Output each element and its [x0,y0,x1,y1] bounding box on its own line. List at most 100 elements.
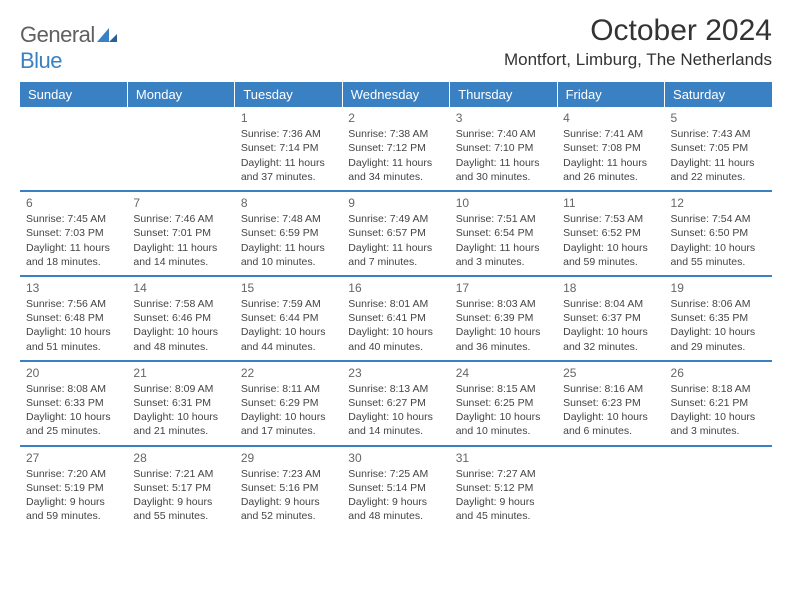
logo-sail-icon [97,22,117,48]
sunrise-line: Sunrise: 8:04 AM [563,297,658,311]
sunset-line: Sunset: 5:14 PM [348,481,443,495]
sunset-line: Sunset: 5:12 PM [456,481,551,495]
daylight-line: Daylight: 11 hours and 34 minutes. [348,156,443,184]
daylight-line: Daylight: 10 hours and 55 minutes. [671,241,766,269]
calendar-cell [20,107,127,191]
daylight-line: Daylight: 10 hours and 10 minutes. [456,410,551,438]
daylight-line: Daylight: 11 hours and 37 minutes. [241,156,336,184]
sunset-line: Sunset: 7:14 PM [241,141,336,155]
calendar-cell: 4Sunrise: 7:41 AMSunset: 7:08 PMDaylight… [557,107,664,191]
calendar-cell [557,446,664,530]
day-header: Friday [557,82,664,107]
calendar-cell: 14Sunrise: 7:58 AMSunset: 6:46 PMDayligh… [127,276,234,361]
day-number: 10 [456,195,551,211]
daylight-line: Daylight: 10 hours and 14 minutes. [348,410,443,438]
day-number: 12 [671,195,766,211]
logo-text: GeneralBlue [20,22,117,74]
day-number: 11 [563,195,658,211]
daylight-line: Daylight: 10 hours and 59 minutes. [563,241,658,269]
calendar-cell: 9Sunrise: 7:49 AMSunset: 6:57 PMDaylight… [342,191,449,276]
day-number: 16 [348,280,443,296]
sunrise-line: Sunrise: 8:11 AM [241,382,336,396]
calendar-table: SundayMondayTuesdayWednesdayThursdayFrid… [20,82,772,530]
calendar-cell: 19Sunrise: 8:06 AMSunset: 6:35 PMDayligh… [665,276,772,361]
header-row: GeneralBlue October 2024 Montfort, Limbu… [20,14,772,74]
daylight-line: Daylight: 10 hours and 48 minutes. [133,325,228,353]
sunset-line: Sunset: 7:01 PM [133,226,228,240]
daylight-line: Daylight: 9 hours and 55 minutes. [133,495,228,523]
sunrise-line: Sunrise: 7:59 AM [241,297,336,311]
calendar-cell: 1Sunrise: 7:36 AMSunset: 7:14 PMDaylight… [235,107,342,191]
sunrise-line: Sunrise: 7:23 AM [241,467,336,481]
calendar-cell [127,107,234,191]
sunset-line: Sunset: 6:25 PM [456,396,551,410]
calendar-header: SundayMondayTuesdayWednesdayThursdayFrid… [20,82,772,107]
daylight-line: Daylight: 11 hours and 18 minutes. [26,241,121,269]
sunrise-line: Sunrise: 8:18 AM [671,382,766,396]
sunrise-line: Sunrise: 8:01 AM [348,297,443,311]
day-number: 19 [671,280,766,296]
day-number: 31 [456,450,551,466]
sunset-line: Sunset: 6:46 PM [133,311,228,325]
sunset-line: Sunset: 6:52 PM [563,226,658,240]
calendar-cell: 15Sunrise: 7:59 AMSunset: 6:44 PMDayligh… [235,276,342,361]
calendar-cell: 28Sunrise: 7:21 AMSunset: 5:17 PMDayligh… [127,446,234,530]
sunset-line: Sunset: 7:05 PM [671,141,766,155]
sunrise-line: Sunrise: 7:45 AM [26,212,121,226]
month-title: October 2024 [504,14,772,48]
sunrise-line: Sunrise: 8:06 AM [671,297,766,311]
calendar-cell: 29Sunrise: 7:23 AMSunset: 5:16 PMDayligh… [235,446,342,530]
day-number: 3 [456,110,551,126]
sunrise-line: Sunrise: 7:53 AM [563,212,658,226]
sunset-line: Sunset: 7:03 PM [26,226,121,240]
day-number: 7 [133,195,228,211]
daylight-line: Daylight: 10 hours and 44 minutes. [241,325,336,353]
daylight-line: Daylight: 9 hours and 45 minutes. [456,495,551,523]
day-number: 5 [671,110,766,126]
sunset-line: Sunset: 7:08 PM [563,141,658,155]
daylight-line: Daylight: 9 hours and 59 minutes. [26,495,121,523]
daylight-line: Daylight: 10 hours and 51 minutes. [26,325,121,353]
calendar-cell: 27Sunrise: 7:20 AMSunset: 5:19 PMDayligh… [20,446,127,530]
day-header: Thursday [450,82,557,107]
daylight-line: Daylight: 11 hours and 26 minutes. [563,156,658,184]
calendar-cell: 22Sunrise: 8:11 AMSunset: 6:29 PMDayligh… [235,361,342,446]
calendar-cell: 26Sunrise: 8:18 AMSunset: 6:21 PMDayligh… [665,361,772,446]
sunrise-line: Sunrise: 8:15 AM [456,382,551,396]
daylight-line: Daylight: 11 hours and 30 minutes. [456,156,551,184]
daylight-line: Daylight: 10 hours and 3 minutes. [671,410,766,438]
sunset-line: Sunset: 6:44 PM [241,311,336,325]
logo-word-1: General [20,22,95,47]
sunrise-line: Sunrise: 7:21 AM [133,467,228,481]
calendar-cell: 24Sunrise: 8:15 AMSunset: 6:25 PMDayligh… [450,361,557,446]
day-number: 15 [241,280,336,296]
day-number: 25 [563,365,658,381]
sunset-line: Sunset: 6:59 PM [241,226,336,240]
day-number: 8 [241,195,336,211]
sunset-line: Sunset: 6:29 PM [241,396,336,410]
day-number: 6 [26,195,121,211]
day-number: 29 [241,450,336,466]
sunset-line: Sunset: 6:37 PM [563,311,658,325]
sunrise-line: Sunrise: 7:36 AM [241,127,336,141]
calendar-cell: 13Sunrise: 7:56 AMSunset: 6:48 PMDayligh… [20,276,127,361]
location: Montfort, Limburg, The Netherlands [504,50,772,70]
sunrise-line: Sunrise: 7:38 AM [348,127,443,141]
sunrise-line: Sunrise: 8:03 AM [456,297,551,311]
daylight-line: Daylight: 10 hours and 29 minutes. [671,325,766,353]
sunset-line: Sunset: 5:19 PM [26,481,121,495]
sunset-line: Sunset: 6:23 PM [563,396,658,410]
day-number: 1 [241,110,336,126]
sunset-line: Sunset: 6:48 PM [26,311,121,325]
calendar-cell: 25Sunrise: 8:16 AMSunset: 6:23 PMDayligh… [557,361,664,446]
day-number: 30 [348,450,443,466]
calendar-cell [665,446,772,530]
calendar-cell: 31Sunrise: 7:27 AMSunset: 5:12 PMDayligh… [450,446,557,530]
sunrise-line: Sunrise: 7:25 AM [348,467,443,481]
day-number: 28 [133,450,228,466]
calendar-week: 13Sunrise: 7:56 AMSunset: 6:48 PMDayligh… [20,276,772,361]
logo: GeneralBlue [20,22,117,74]
sunset-line: Sunset: 6:41 PM [348,311,443,325]
day-number: 23 [348,365,443,381]
daylight-line: Daylight: 11 hours and 22 minutes. [671,156,766,184]
